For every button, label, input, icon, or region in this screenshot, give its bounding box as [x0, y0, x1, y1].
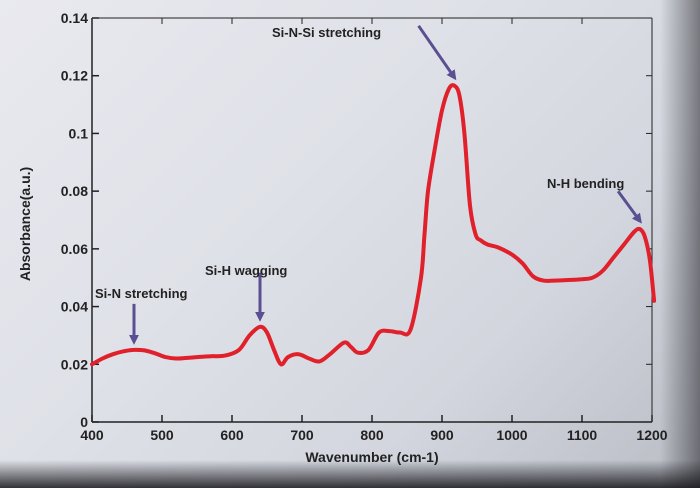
x-tick-label: 400 — [80, 427, 104, 443]
annotation-label: N-H bending — [547, 176, 624, 191]
bottom-edge-shadow — [0, 460, 700, 488]
x-tick-label: 700 — [290, 427, 314, 443]
y-tick-label: 0.08 — [61, 183, 88, 199]
x-tick-label: 1200 — [636, 427, 667, 443]
screen-edge-shadow — [660, 0, 700, 488]
y-tick-label: 0.1 — [69, 125, 89, 141]
plot-frame — [91, 17, 653, 423]
y-tick-label: 0.14 — [61, 10, 88, 26]
x-tick-label: 1000 — [496, 427, 527, 443]
y-ticks: 0.14 0.12 0.1 0.08 0.06 0.04 0.02 0 — [61, 10, 652, 430]
annotation-label: Si-N stretching — [95, 286, 188, 301]
x-tick-label: 600 — [220, 427, 244, 443]
x-tick-label: 1100 — [567, 427, 598, 443]
annotations: Si-N stretching Si-H wagging Si-N-Si stret… — [95, 24, 642, 345]
y-tick-label: 0.04 — [61, 299, 88, 315]
x-tick-label: 800 — [360, 427, 384, 443]
annotation-label: Si-N-Si stretching — [272, 25, 381, 40]
y-tick-label: 0.06 — [61, 241, 88, 257]
y-tick-label: 0.02 — [61, 356, 88, 372]
annotation-arrow — [616, 190, 642, 224]
x-ticks: 400 500 600 700 800 900 1000 1100 1200 — [80, 18, 668, 443]
x-tick-label: 900 — [430, 427, 454, 443]
y-tick-label: 0 — [80, 414, 88, 430]
x-tick-label: 500 — [150, 427, 174, 443]
annotation-arrow — [417, 24, 457, 81]
x-axis-title: Wavenumber (cm-1) — [305, 449, 438, 465]
absorbance-line — [90, 83, 657, 367]
y-axis-title: Absorbance(a.u.) — [17, 167, 33, 281]
annotation-label: Si-H wagging — [205, 263, 287, 278]
y-tick-label: 0.12 — [61, 68, 88, 84]
